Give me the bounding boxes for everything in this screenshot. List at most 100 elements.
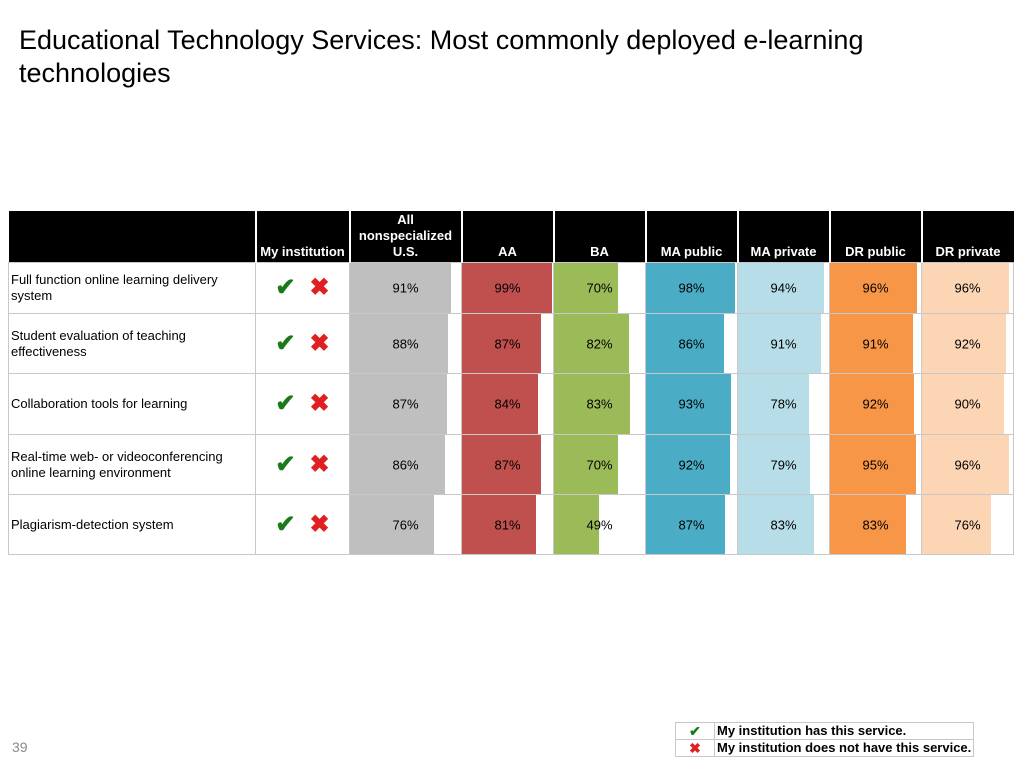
value-cell-ba: 70% [553,262,646,314]
legend-row-has-not: ✖ My institution does not have this serv… [675,739,975,757]
value-label: 83% [862,517,889,532]
bar-ba [554,263,618,313]
value-label: 83% [770,517,797,532]
column-header-aa: AA [461,211,555,263]
my-institution-cell: ✔ ✖ [255,494,350,555]
value-cell-dr-public: 91% [829,313,922,374]
my-institution-cell: ✔ ✖ [255,434,350,495]
value-label: 76% [954,517,981,532]
cross-icon[interactable]: ✖ [309,329,330,357]
value-label: 83% [586,396,613,412]
row-label: Student evaluation of teaching effective… [8,313,256,374]
legend-row-has: ✔ My institution has this service. [675,722,975,740]
value-label: 70% [586,457,613,472]
bar-all-nonspecialized [350,435,446,494]
value-cell-ba: 83% [553,373,646,435]
value-label: 92% [678,457,705,472]
value-label: 70% [586,280,613,296]
value-cell-dr-public: 83% [829,494,922,555]
value-label: 95% [862,457,889,472]
bar-aa [462,263,553,313]
value-label: 86% [678,336,705,351]
value-cell-all-nonspecialized: 88% [349,313,462,374]
value-cell-ma-public: 98% [645,262,738,314]
value-cell-dr-private: 90% [921,373,1014,435]
value-label: 84% [494,396,521,412]
value-label: 96% [862,280,889,296]
bar-ba [554,435,618,494]
value-label: 99% [494,280,521,296]
column-header-ma-public: MA public [645,211,739,263]
bar-ma-public [646,435,730,494]
value-cell-ba: 70% [553,434,646,495]
page-number: 39 [12,739,28,755]
value-label: 87% [392,396,419,412]
my-institution-cell: ✔ ✖ [255,262,350,314]
bar-all-nonspecialized [350,374,447,434]
bar-dr-private [922,374,1004,434]
bar-dr-private [922,263,1010,313]
value-cell-dr-public: 95% [829,434,922,495]
bar-dr-public [830,374,914,434]
bar-ma-public [646,495,726,554]
value-label: 93% [678,396,705,412]
value-cell-ma-private: 94% [737,262,830,314]
value-cell-all-nonspecialized: 76% [349,494,462,555]
row-label: Collaboration tools for learning [8,373,256,435]
bar-aa [462,314,542,373]
check-icon[interactable]: ✔ [275,510,296,538]
cross-icon: ✖ [675,739,715,757]
value-cell-dr-public: 92% [829,373,922,435]
value-cell-aa: 87% [461,434,554,495]
value-cell-ma-public: 87% [645,494,738,555]
bar-ma-private [738,314,821,373]
bar-dr-public [830,495,906,554]
bar-ba [554,495,599,554]
value-label: 79% [770,457,797,472]
row-label: Plagiarism-detection system [8,494,256,555]
value-label: 91% [770,336,797,351]
legend: ✔ My institution has this service. ✖ My … [675,722,975,757]
check-icon[interactable]: ✔ [275,450,296,478]
value-label: 78% [770,396,797,412]
value-cell-aa: 84% [461,373,554,435]
bar-all-nonspecialized [350,314,448,373]
cross-icon[interactable]: ✖ [309,450,330,478]
cross-icon[interactable]: ✖ [309,390,330,417]
check-icon[interactable]: ✔ [275,274,296,301]
value-label: 92% [862,396,889,412]
cross-icon[interactable]: ✖ [309,510,330,538]
bar-ma-public [646,374,731,434]
bar-ma-private [738,495,814,554]
column-header-dr-private: DR private [921,211,1014,263]
page-title: Educational Technology Services: Most co… [19,25,864,88]
bar-all-nonspecialized [350,263,451,313]
column-header-label [8,211,257,263]
value-cell-ma-public: 93% [645,373,738,435]
value-label: 81% [494,517,521,532]
value-label: 87% [494,457,521,472]
bar-ma-private [738,435,810,494]
cross-icon[interactable]: ✖ [309,274,330,301]
value-cell-aa: 99% [461,262,554,314]
technology-table: My institution All nonspecialized U.S. AA B… [8,211,1014,555]
value-cell-aa: 87% [461,313,554,374]
bar-aa [462,435,542,494]
value-label: 82% [586,336,613,351]
value-label: 98% [678,280,705,296]
value-cell-ba: 49% [553,494,646,555]
value-cell-dr-private: 96% [921,434,1014,495]
value-label: 49% [586,517,613,532]
bar-dr-private [922,314,1006,373]
value-cell-all-nonspecialized: 86% [349,434,462,495]
value-cell-dr-private: 76% [921,494,1014,555]
table-row: Student evaluation of teaching effective… [8,313,1014,374]
bar-ma-private [738,263,824,313]
value-label: 90% [954,396,981,412]
my-institution-cell: ✔ ✖ [255,313,350,374]
check-icon[interactable]: ✔ [275,329,296,357]
check-icon[interactable]: ✔ [275,390,296,417]
column-header-ba: BA [553,211,647,263]
bar-ma-public [646,263,736,313]
table-row: Collaboration tools for learning ✔ ✖ 87% 84%… [8,373,1014,435]
